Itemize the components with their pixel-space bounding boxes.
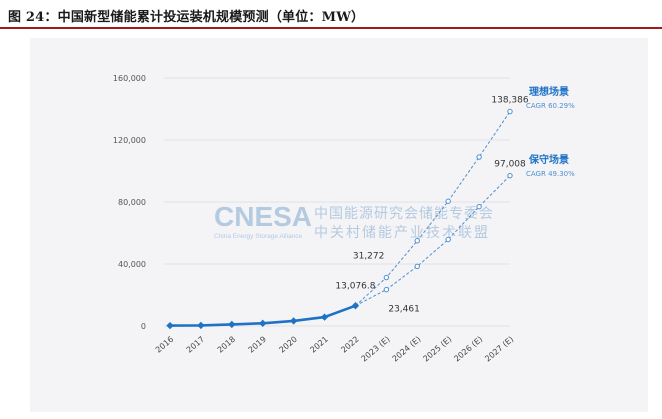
y-tick-label: 0 [141,322,146,331]
x-tick-label: 2027 (E) [483,335,515,364]
series-line-conservative [355,175,511,307]
x-tick-label: 2025 (E) [421,335,453,364]
legend-conservative-name: 保守场景 [528,153,569,166]
x-tick-label: 2017 [185,335,206,355]
data-point [414,238,420,244]
x-tick-label: 2019 [247,335,268,355]
watermark-line2: 中关村储能产业技术联盟 [314,225,490,241]
y-tick-label: 160,000 [113,74,146,83]
data-point [289,317,298,325]
data-point [228,320,236,329]
data-point [166,321,174,330]
watermark-logo: CNESA [214,201,312,232]
x-tick-label: 2024 (E) [391,335,423,364]
data-point [476,154,482,160]
legend-ideal-name: 理想场景 [529,85,569,98]
x-tick-label: 2023 (E) [360,335,392,364]
legend-conservative-cagr: CAGR 49.30% [526,170,575,178]
data-point [197,321,205,330]
y-tick-label: 80,000 [118,198,146,207]
data-label: 138,386 [491,96,528,106]
figure-title: 图 24：中国新型储能累计投运装机规模预测（单位：MW） [8,10,365,25]
x-tick-label: 2016 [154,335,175,355]
data-label: 23,461 [388,305,420,315]
chart-panel [30,38,648,412]
x-tick-label: 2018 [216,335,237,355]
x-tick-label: 2026 (E) [452,335,484,364]
legend-ideal-cagr: CAGR 60.29% [526,102,575,110]
x-tick-label: 2021 [308,335,329,355]
data-point [476,203,482,210]
y-tick-label: 40,000 [118,260,146,269]
watermark-logo-sub: China Energy Storage Alliance [214,233,303,240]
y-tick-label: 120,000 [113,136,146,145]
x-tick-label: 2020 [278,335,299,355]
data-point [445,236,451,243]
data-point [507,172,513,179]
data-point [383,286,390,293]
data-point [414,263,420,270]
data-label: 13,076.8 [335,282,375,292]
watermark-line1: 中国能源研究会储能专委会 [314,206,494,222]
data-label: 97,008 [494,160,526,170]
data-label: 31,272 [353,252,385,262]
data-point [351,302,360,310]
data-point [445,198,451,204]
data-point [507,108,513,115]
data-point [320,313,329,321]
x-tick-label: 2022 [339,335,360,355]
data-point [383,274,390,281]
data-point [259,319,267,328]
title-rule [0,27,662,29]
